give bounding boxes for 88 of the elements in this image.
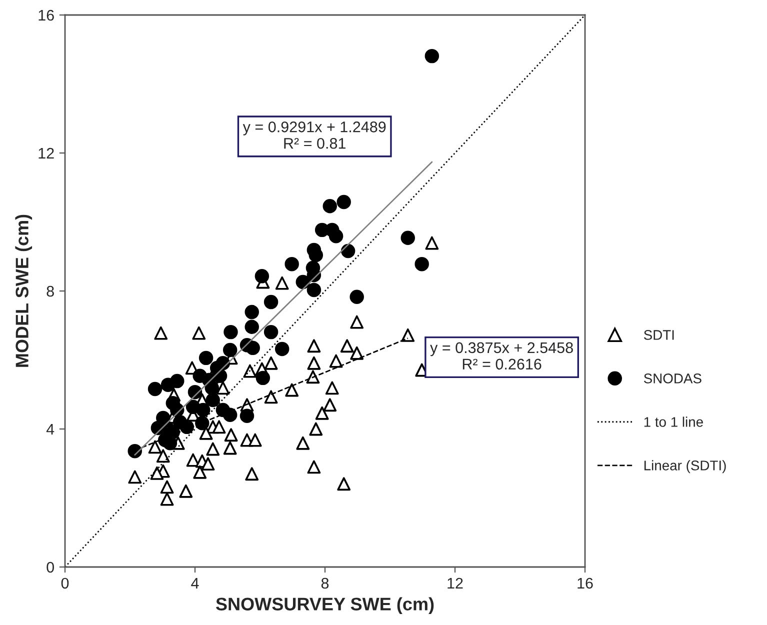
point: [199, 426, 213, 440]
point: [284, 256, 299, 272]
point: [414, 256, 429, 272]
point: [212, 420, 226, 434]
point: [350, 346, 364, 360]
point: [206, 392, 220, 408]
x-tick-label: 0: [61, 578, 69, 589]
point: [201, 457, 215, 471]
point: [222, 408, 238, 422]
point: [254, 269, 270, 284]
point: [223, 441, 237, 455]
point: [198, 350, 214, 366]
point: [222, 342, 238, 358]
point: [264, 390, 278, 404]
annotation: y = 0.3875x + 2.5458 R² = 0.2616: [430, 342, 573, 370]
point: [240, 408, 254, 424]
point: [192, 326, 206, 340]
point: [329, 354, 343, 368]
x-tick-label: 12: [448, 578, 463, 588]
point: [193, 465, 207, 479]
point: [350, 290, 364, 304]
point: [307, 460, 321, 474]
x-tick-label: 8: [321, 578, 329, 589]
y-tick-label: 8: [46, 286, 54, 297]
point: [150, 466, 164, 480]
point: [246, 340, 260, 356]
point: [148, 382, 162, 396]
point: [322, 199, 337, 214]
point: [336, 194, 351, 210]
point: [307, 356, 321, 370]
point: [264, 356, 278, 370]
point: [307, 339, 321, 353]
legend-label: SDTI: [644, 330, 674, 340]
legend-label: 1 to 1 line: [644, 416, 703, 427]
point: [245, 467, 259, 481]
point: [275, 276, 289, 290]
point: [216, 381, 230, 395]
point: [156, 449, 170, 463]
x-axis-title: SNOWSURVEY SWE (cm): [216, 597, 434, 614]
point: [400, 230, 415, 245]
point: [296, 436, 310, 450]
point: [186, 453, 200, 467]
point: [323, 398, 337, 412]
y-tick-label: 0: [46, 562, 54, 573]
point: [248, 433, 262, 447]
point: [179, 484, 193, 498]
point: [325, 381, 339, 395]
point: [337, 477, 351, 491]
point: [328, 229, 344, 244]
point: [264, 294, 278, 310]
x-tick-label: 16: [578, 578, 593, 589]
y-tick-label: 4: [46, 424, 54, 435]
point: [160, 378, 176, 392]
point: [274, 342, 290, 356]
x-tick-label: 4: [191, 578, 199, 588]
point: [306, 370, 320, 384]
point: [401, 328, 415, 342]
point: [160, 480, 174, 494]
point: [180, 420, 194, 434]
point: [285, 383, 299, 397]
point: [306, 282, 322, 298]
point: [206, 442, 220, 456]
y-axis-title: MODEL SWE (cm): [15, 214, 32, 367]
point: [154, 326, 168, 340]
point: [128, 470, 142, 484]
point: [315, 406, 329, 420]
point: [296, 274, 310, 290]
point: [309, 422, 323, 436]
point: [340, 339, 354, 353]
annotation: y = 0.9291x + 1.2489 R² = 0.81: [242, 121, 386, 149]
point: [196, 402, 210, 418]
point: [425, 236, 439, 250]
point: [224, 324, 238, 340]
point: [350, 315, 364, 329]
point: [243, 364, 257, 378]
y-tick-label: 16: [38, 10, 54, 21]
legend-label: Linear (SDTI): [644, 460, 726, 474]
point: [244, 304, 259, 320]
point: [224, 428, 238, 442]
point: [264, 324, 278, 340]
point: [244, 320, 259, 334]
legend-label: SNODAS: [644, 374, 702, 384]
point: [424, 48, 440, 64]
y-tick-label: 12: [38, 148, 54, 159]
point: [308, 248, 324, 262]
point: [148, 440, 162, 454]
point: [160, 492, 174, 506]
point: [256, 370, 270, 386]
